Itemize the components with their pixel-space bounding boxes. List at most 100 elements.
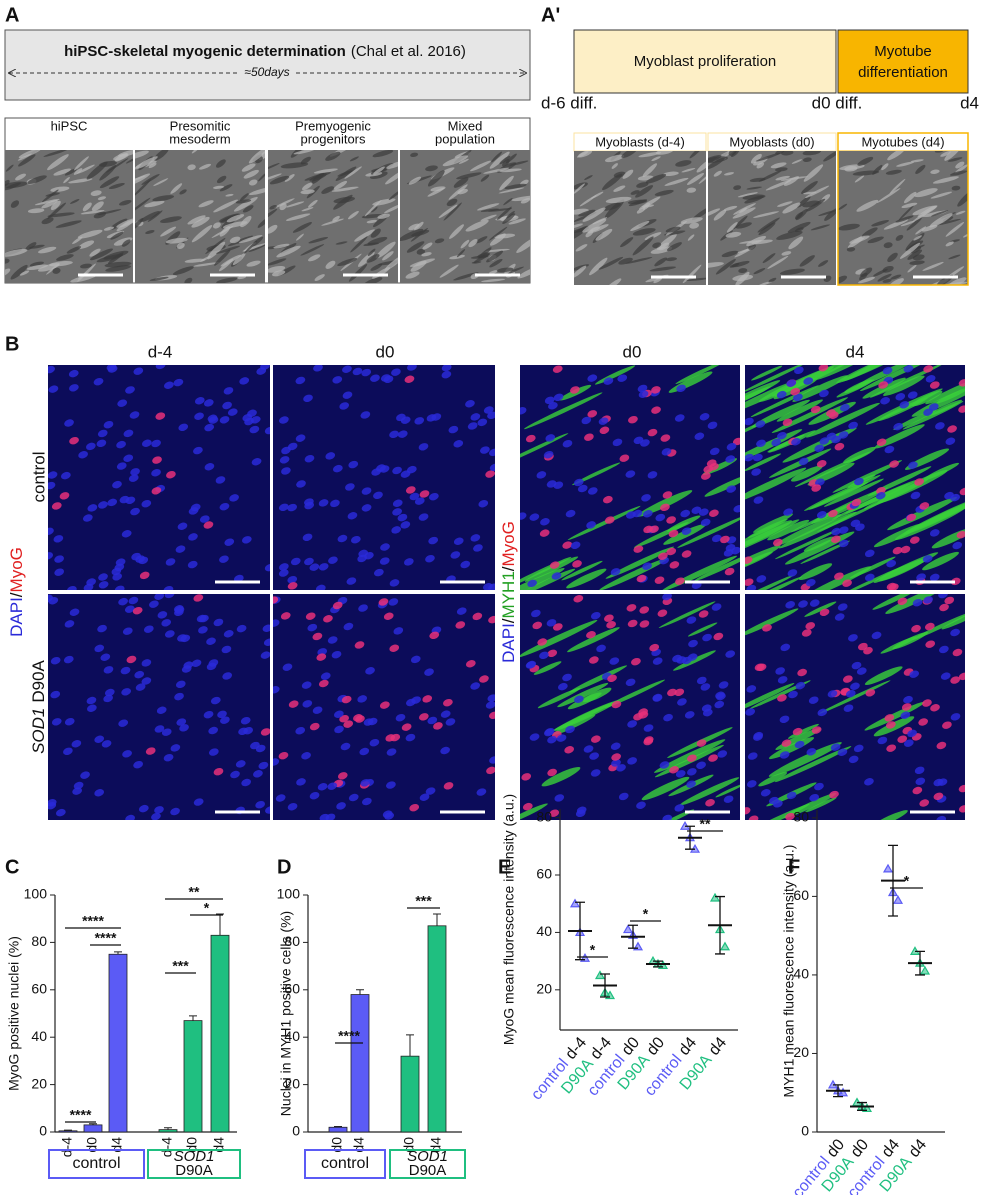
- nucleus: [777, 694, 787, 702]
- cell: [936, 218, 962, 226]
- cell: [913, 235, 922, 241]
- cell: [775, 175, 790, 181]
- nucleus: [424, 668, 434, 676]
- nucleus: [152, 456, 162, 464]
- cell: [184, 277, 193, 283]
- nucleus: [388, 598, 399, 606]
- y-tick-label: 80: [536, 808, 552, 824]
- nucleus: [403, 558, 414, 566]
- nucleus: [470, 413, 481, 421]
- nucleus: [551, 572, 562, 580]
- nucleus: [48, 527, 54, 535]
- duration: ≈50days: [244, 65, 289, 79]
- nucleus: [78, 451, 88, 459]
- cell: [232, 253, 246, 266]
- nucleus: [834, 613, 845, 621]
- nucleus: [361, 368, 372, 377]
- nucleus: [893, 422, 904, 431]
- cell: [105, 265, 132, 272]
- text-part: /: [7, 592, 26, 597]
- cell: [80, 210, 105, 215]
- nucleus: [674, 414, 685, 422]
- cell: [499, 155, 511, 165]
- cell: [806, 198, 826, 212]
- cell: [382, 251, 394, 261]
- cell: [285, 201, 305, 208]
- fiber: [641, 776, 690, 801]
- text-part: MyoG: [7, 547, 26, 592]
- nucleus: [332, 601, 343, 610]
- error-bar: [685, 825, 695, 850]
- nucleus: [104, 688, 115, 697]
- nucleus: [677, 698, 687, 706]
- x-tick-label: d-4: [59, 1137, 75, 1157]
- nucleus: [848, 634, 858, 642]
- nucleus: [489, 448, 495, 457]
- cell: [47, 212, 75, 218]
- fiber: [553, 700, 620, 732]
- cell: [630, 190, 640, 195]
- nucleus: [138, 804, 149, 813]
- nucleus: [361, 504, 372, 512]
- cell: [363, 277, 383, 283]
- nucleus: [912, 786, 923, 795]
- cell: [480, 174, 490, 182]
- nucleus: [118, 597, 128, 606]
- fiber: [877, 469, 948, 504]
- cell: [944, 151, 962, 161]
- nucleus: [958, 784, 965, 793]
- micrograph: [273, 594, 495, 820]
- fiber: [753, 513, 793, 533]
- nucleus: [339, 714, 349, 723]
- nucleus: [537, 638, 548, 646]
- cell: [838, 203, 848, 211]
- panel-letter: D: [277, 856, 291, 878]
- cell: [211, 225, 234, 238]
- group-gene: SOD1: [174, 1148, 215, 1165]
- micrograph: [400, 150, 530, 283]
- cell: [5, 268, 11, 277]
- nucleus: [586, 631, 596, 639]
- cell: [489, 258, 503, 268]
- cell: [443, 202, 462, 221]
- nucleus: [414, 497, 425, 505]
- nucleus: [429, 631, 440, 640]
- nucleus: [473, 544, 483, 552]
- cell: [17, 153, 32, 161]
- nucleus: [936, 815, 947, 820]
- nucleus: [141, 499, 152, 508]
- nucleus: [327, 636, 338, 644]
- nucleus: [526, 660, 537, 669]
- fiber: [804, 601, 837, 617]
- nucleus: [805, 578, 816, 587]
- nucleus: [655, 513, 666, 522]
- nucleus: [194, 412, 204, 420]
- cell: [248, 179, 258, 186]
- x-tick-label: d0: [84, 1137, 100, 1153]
- fiber: [808, 481, 869, 510]
- x-tick-label: d4: [211, 1137, 227, 1153]
- nucleus: [414, 417, 425, 425]
- nucleus: [903, 365, 914, 373]
- nucleus: [918, 718, 929, 726]
- cell: [89, 248, 101, 257]
- cell: [421, 252, 432, 257]
- nucleus: [694, 432, 705, 440]
- cell: [486, 250, 504, 263]
- nucleus: [830, 743, 841, 751]
- nucleus: [686, 768, 697, 776]
- cell: [889, 178, 906, 194]
- nucleus: [312, 632, 323, 641]
- cell: [635, 185, 654, 198]
- cell: [476, 203, 500, 211]
- nucleus: [958, 379, 965, 387]
- nucleus: [224, 538, 235, 546]
- cell: [723, 205, 738, 211]
- nucleus: [865, 689, 876, 697]
- cell: [758, 281, 773, 285]
- nucleus: [273, 686, 280, 694]
- cell: [628, 199, 648, 207]
- cell: [284, 174, 295, 182]
- nucleus: [486, 766, 495, 775]
- nucleus: [207, 414, 218, 422]
